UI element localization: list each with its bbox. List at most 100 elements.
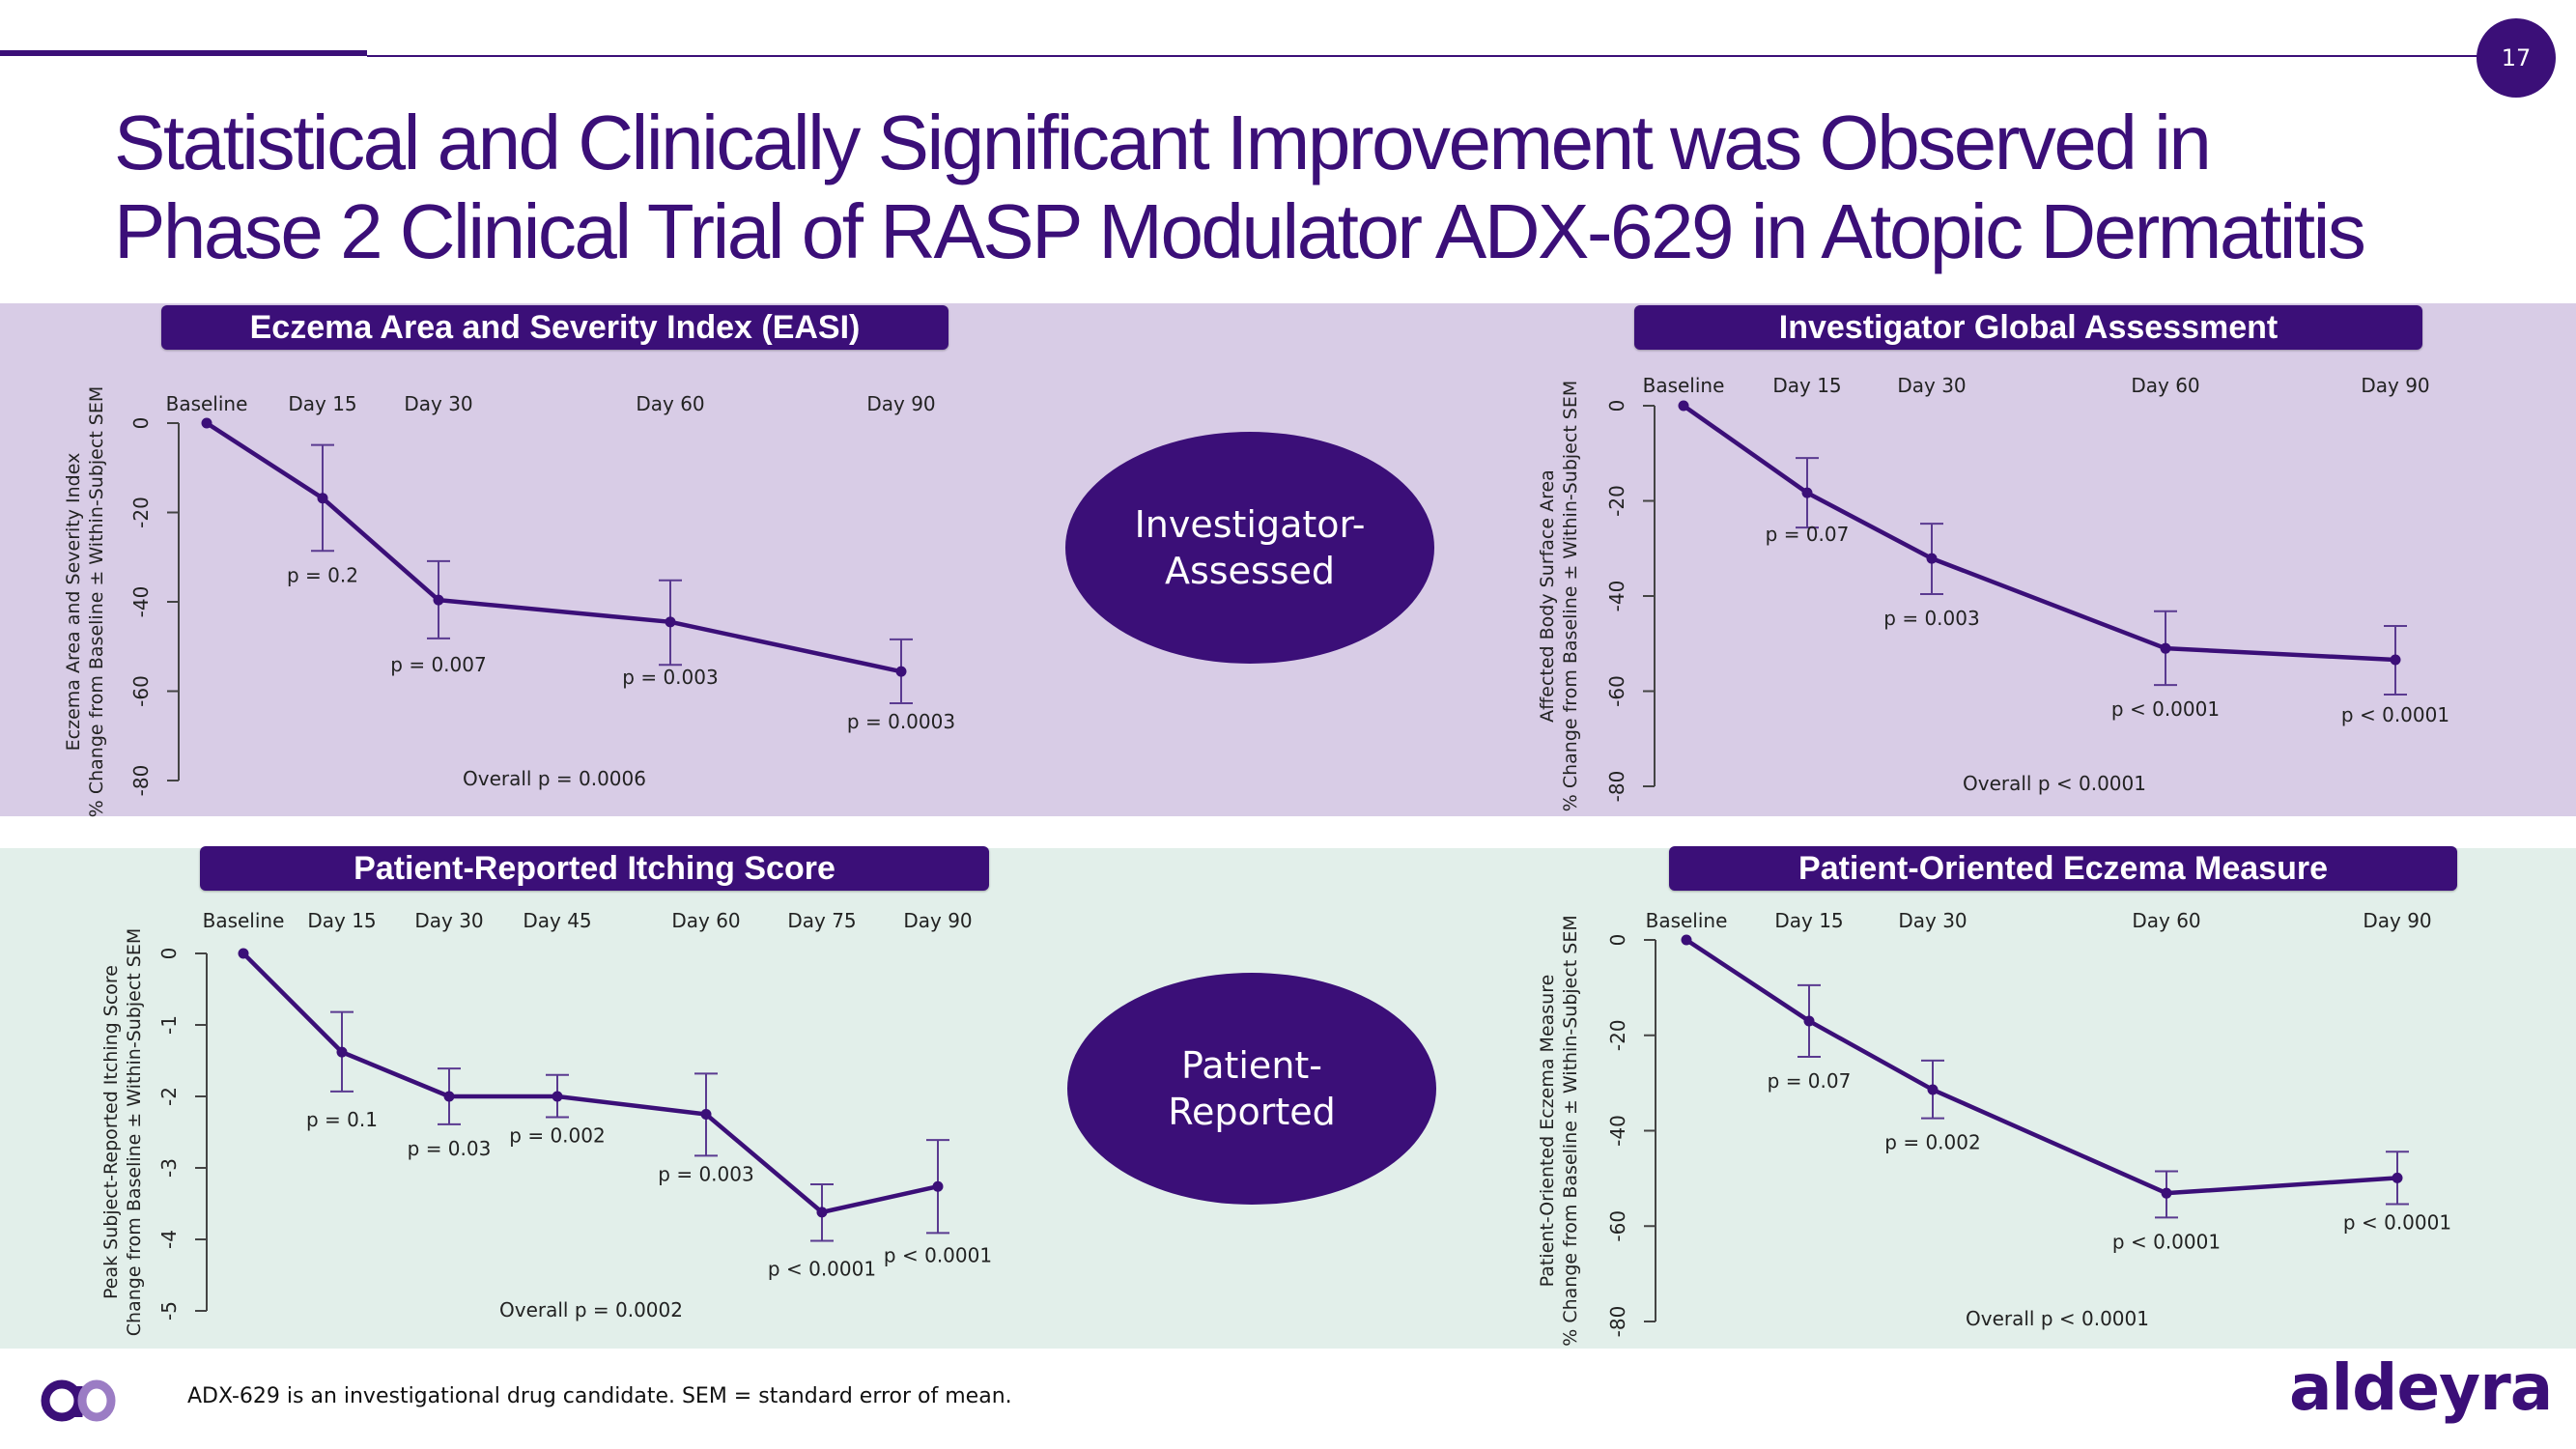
slide-title: Statistical and Clinically Significant I… xyxy=(114,99,2480,276)
itch-y-axis-label-line: Peak Subject-Reported Itching Score xyxy=(100,965,122,1299)
page-number-badge: 17 xyxy=(2477,18,2556,98)
poem-y-axis-label: Patient-Oriented Eczema Measure% Change … xyxy=(1537,915,1581,1347)
patient-badge-line-1: Patient- xyxy=(1180,1044,1323,1087)
itch-x-category-label: Day 90 xyxy=(903,909,972,932)
itch-data-point xyxy=(336,1046,348,1058)
patient-badge-line-2: Reported xyxy=(1168,1091,1336,1133)
itch-y-tick-label: -2 xyxy=(157,1087,181,1106)
iga-overall-p-label: Overall p < 0.0001 xyxy=(1963,772,2146,795)
itch-p-value-label: p = 0.003 xyxy=(658,1162,753,1185)
poem-x-category-label: Day 15 xyxy=(1774,909,1843,932)
page-number: 17 xyxy=(2501,44,2532,71)
itch-y-tick-label: -5 xyxy=(157,1301,181,1321)
iga-y-tick-label: -80 xyxy=(1605,771,1628,803)
easi-data-point xyxy=(665,616,676,628)
footer-note: ADX-629 is an investigational drug candi… xyxy=(187,1384,1012,1408)
iga-y-tick-label: 0 xyxy=(1605,400,1628,412)
easi-y-tick-label: -40 xyxy=(129,586,153,618)
iga-data-point xyxy=(1926,553,1938,564)
itch-y-tick-label: -1 xyxy=(157,1015,181,1035)
poem-y-axis-label-line: Patient-Oriented Eczema Measure xyxy=(1537,975,1558,1288)
iga-data-point xyxy=(1678,400,1689,412)
slide-title-line-2: Phase 2 Clinical Trial of RASP Modulator… xyxy=(114,188,2366,274)
poem-x-category-label: Day 60 xyxy=(2132,909,2200,932)
itch-title: Patient-Reported Itching Score xyxy=(354,849,835,887)
easi-y-axis-label-line: Eczema Area and Severity Index xyxy=(63,453,84,752)
poem-title-banner: Patient-Oriented Eczema Measure xyxy=(1669,846,2457,891)
easi-p-value-label: p = 0.0003 xyxy=(847,710,955,733)
easi-x-category-label: Day 90 xyxy=(866,392,935,415)
poem-title: Patient-Oriented Eczema Measure xyxy=(1798,849,2328,887)
iga-y-axis-label: Affected Body Surface Area% Change from … xyxy=(1537,381,1581,812)
poem-x-category-label: Day 90 xyxy=(2363,909,2431,932)
itch-p-value-label: p = 0.002 xyxy=(509,1123,605,1147)
iga-y-axis-label-line: % Change from Baseline ± Within-Subject … xyxy=(1560,381,1581,812)
poem-data-point xyxy=(2392,1172,2403,1183)
itch-x-category-label: Day 60 xyxy=(671,909,740,932)
iga-chart: 0 -20 -40 -60 -80 Affected Body Surface Area%… xyxy=(1537,374,2449,811)
iga-x-category-label: Baseline xyxy=(1643,374,1725,397)
poem-p-value-label: p < 0.0001 xyxy=(2112,1230,2221,1253)
poem-x-category-label: Day 30 xyxy=(1898,909,1967,932)
investigator-badge-line-2: Assessed xyxy=(1164,550,1336,592)
easi-y-tick-label: -60 xyxy=(129,675,153,707)
itch-y-tick-label: -3 xyxy=(157,1158,181,1178)
itch-p-value-label: p < 0.0001 xyxy=(768,1257,876,1280)
iga-x-category-label: Day 60 xyxy=(2131,374,2199,397)
iga-p-value-label: p = 0.07 xyxy=(1766,523,1850,546)
easi-p-value-label: p = 0.007 xyxy=(390,653,486,676)
easi-x-category-label: Day 15 xyxy=(288,392,356,415)
header-rule xyxy=(367,55,2478,57)
easi-p-value-label: p = 0.003 xyxy=(622,666,718,689)
easi-title: Eczema Area and Severity Index (EASI) xyxy=(249,308,861,346)
easi-title-banner: Eczema Area and Severity Index (EASI) xyxy=(161,305,948,350)
itch-x-category-label: Baseline xyxy=(203,909,285,932)
investigator-assessed-badge: Investigator- Assessed xyxy=(1065,432,1434,664)
itch-data-point xyxy=(238,948,249,959)
iga-title: Investigator Global Assessment xyxy=(1778,308,2279,346)
itch-x-category-label: Day 15 xyxy=(307,909,376,932)
aldeyra-wordmark: aldeyra xyxy=(2289,1350,2553,1425)
iga-x-category-label: Day 90 xyxy=(2361,374,2429,397)
poem-data-point xyxy=(1927,1084,1939,1095)
poem-p-value-label: p = 0.002 xyxy=(1884,1131,1980,1154)
iga-y-tick-label: -20 xyxy=(1605,485,1628,517)
easi-y-axis-label-line: % Change from Baseline ± Within-Subject … xyxy=(86,386,107,818)
iga-y-axis-label-line: Affected Body Surface Area xyxy=(1537,469,1558,723)
easi-data-point xyxy=(317,493,328,504)
easi-y-axis-label: Eczema Area and Severity Index% Change f… xyxy=(63,386,107,818)
poem-p-value-label: p = 0.07 xyxy=(1768,1069,1852,1093)
header-accent-bar xyxy=(0,50,367,56)
poem-x-category-label: Baseline xyxy=(1646,909,1728,932)
itch-y-axis-label-line: Change from Baseline ± Within-Subject SE… xyxy=(124,928,145,1336)
itch-x-category-label: Day 30 xyxy=(414,909,483,932)
easi-x-category-label: Day 30 xyxy=(404,392,472,415)
aldeyra-logo-mark-icon xyxy=(39,1377,122,1429)
poem-y-tick-label: -20 xyxy=(1606,1019,1629,1051)
iga-p-value-label: p < 0.0001 xyxy=(2111,697,2220,721)
poem-y-tick-label: -80 xyxy=(1606,1306,1629,1338)
easi-series-line xyxy=(205,421,902,674)
itch-y-tick-label: 0 xyxy=(157,948,181,960)
easi-x-category-label: Day 60 xyxy=(636,392,704,415)
itch-title-banner: Patient-Reported Itching Score xyxy=(200,846,989,891)
itch-y-tick-label: -4 xyxy=(157,1230,181,1249)
easi-p-value-label: p = 0.2 xyxy=(287,563,358,586)
itch-x-category-label: Day 45 xyxy=(523,909,591,932)
easi-y-tick-label: -80 xyxy=(129,765,153,797)
easi-data-point xyxy=(201,417,212,429)
iga-x-category-label: Day 30 xyxy=(1897,374,1966,397)
easi-overall-p-label: Overall p = 0.0006 xyxy=(463,767,646,790)
poem-chart: 0 -20 -40 -60 -80 Patient-Oriented Eczema Mea… xyxy=(1537,909,2451,1347)
iga-y-tick-label: -40 xyxy=(1605,581,1628,612)
easi-y-tick-label: 0 xyxy=(129,417,153,430)
patient-reported-badge: Patient- Reported xyxy=(1067,973,1436,1205)
poem-series-line xyxy=(1684,938,2398,1196)
investigator-badge-line-1: Investigator- xyxy=(1134,503,1366,546)
itch-y-axis-label: Peak Subject-Reported Itching Score Chang… xyxy=(100,928,145,1336)
slide-title-line-1: Statistical and Clinically Significant I… xyxy=(114,99,2212,185)
itch-p-value-label: p = 0.1 xyxy=(306,1108,378,1131)
iga-title-banner: Investigator Global Assessment xyxy=(1634,305,2422,350)
poem-p-value-label: p < 0.0001 xyxy=(2343,1211,2451,1235)
